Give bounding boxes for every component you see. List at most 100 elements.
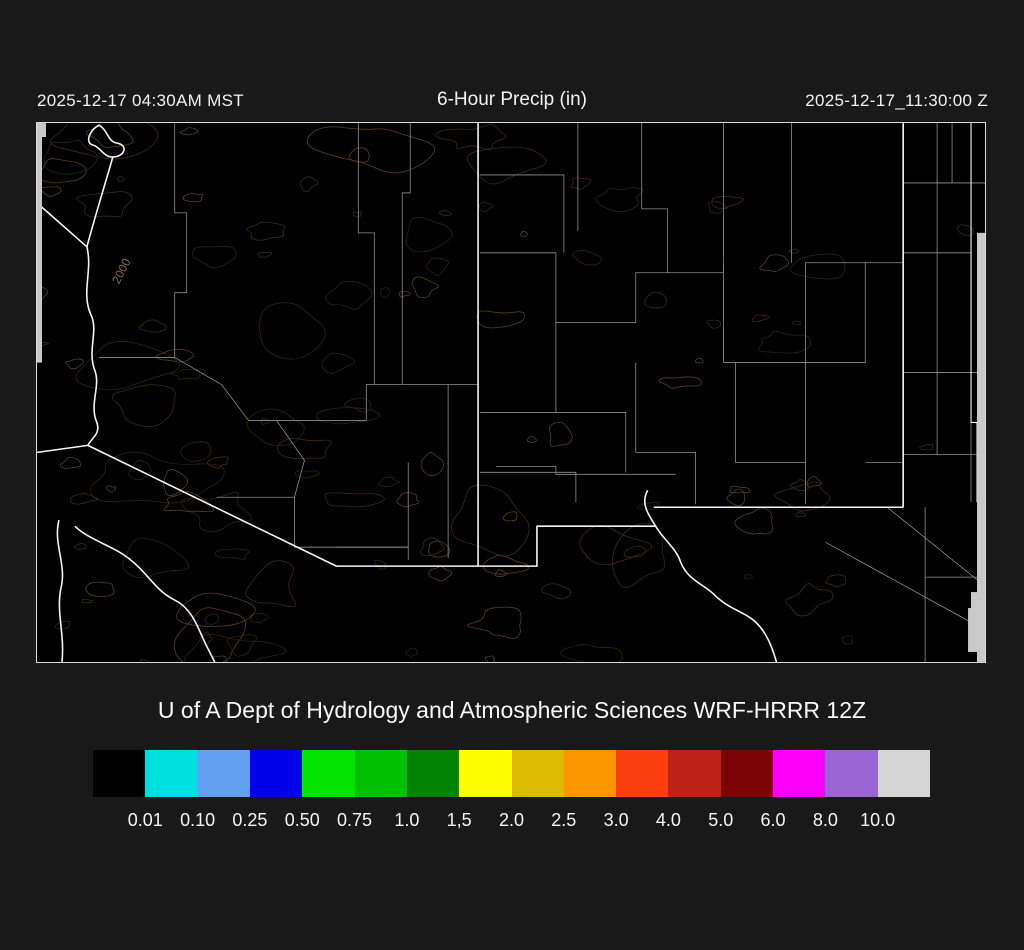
- terrain-contour: [182, 193, 204, 203]
- terrain-contour: [325, 281, 373, 310]
- terrain-contour: [570, 177, 592, 190]
- terrain-contour: [623, 545, 646, 558]
- colorbar-swatch: [197, 750, 250, 797]
- terrain-contour: [396, 492, 419, 508]
- terrain-contour: [246, 408, 305, 447]
- terrain-contour: [199, 631, 213, 646]
- terrain-contour: [484, 655, 495, 662]
- terrain-contour: [405, 647, 418, 657]
- terrain-contour: [494, 569, 507, 578]
- domain-edge-left-top: [37, 123, 46, 138]
- terrain-contour: [788, 248, 800, 254]
- terrain-contour: [213, 655, 227, 662]
- terrain-contour: [214, 548, 250, 560]
- terrain-contour: [478, 202, 494, 213]
- terrain-contour: [321, 352, 355, 374]
- terrain-contour: [191, 246, 237, 269]
- terrain-contour: [411, 276, 440, 299]
- nm-bootheel-border: [478, 525, 656, 567]
- colorbar-tick-label: 6.0: [760, 810, 786, 830]
- terrain-contour: [729, 485, 751, 494]
- lake-mead: [86, 124, 125, 248]
- colorado-river: [85, 246, 99, 446]
- colorbar-swatch: [877, 750, 930, 797]
- colorbar-tick-label: 0.50: [284, 810, 320, 830]
- colorbar-tick-label: 1.0: [394, 810, 420, 830]
- precip-map: 2000: [36, 122, 986, 663]
- terrain-contour: [105, 485, 117, 493]
- terrain-contour: [519, 230, 529, 237]
- terrain-contour: [373, 559, 387, 570]
- terrain-contour: [420, 452, 444, 477]
- terrain-contour: [249, 612, 269, 624]
- terrain-contour: [44, 140, 98, 175]
- terrain-contour: [259, 302, 326, 360]
- terrain-contour: [751, 314, 769, 323]
- colorbar-tick-label: 0.25: [232, 810, 268, 830]
- valid-local-timestamp: 2025-12-17 04:30AM MST: [37, 91, 244, 110]
- terrain-contour: [50, 123, 159, 160]
- terrain-contour: [572, 249, 602, 266]
- terrain-contour: [85, 581, 115, 598]
- colorbar-swatch: [773, 750, 826, 797]
- terrain-contour: [758, 330, 812, 354]
- terrain-contour: [595, 187, 644, 213]
- terrain-contour: [260, 418, 272, 425]
- terrain-contour: [428, 566, 453, 581]
- rio-grande-river: [643, 489, 778, 662]
- terrain-contour: [226, 634, 258, 657]
- colorbar-scale-labels: 0.01 0.10 0.25 0.50 0.75 1.0 1,5 2.0 2.5 3.0 4.0 5.…: [93, 810, 930, 832]
- terrain-contour: [37, 341, 50, 347]
- terrain-contour: [549, 421, 573, 447]
- terrain-contour: [560, 644, 623, 662]
- terrain-contour: [451, 484, 530, 557]
- terrain-contour: [774, 481, 830, 512]
- terrain-contour: [54, 620, 71, 630]
- terrain-contour: [170, 368, 207, 380]
- colorbar-tick-label: 4.0: [655, 810, 681, 830]
- colorbar-swatch: [511, 750, 564, 797]
- terrain-contour: [438, 209, 452, 216]
- terrain-contour: [734, 507, 774, 535]
- terrain-contour: [179, 127, 199, 136]
- terrain-contour: [482, 555, 530, 575]
- colorbar-tick-label: 3.0: [603, 810, 629, 830]
- terrain-contour: [711, 196, 744, 209]
- terrain-contour: [246, 221, 286, 241]
- colorbar-swatch: [668, 750, 721, 797]
- tx-west-county-line: [970, 123, 978, 503]
- terrain-contour: [790, 253, 846, 280]
- terrain-contour: [173, 607, 247, 662]
- colorbar-tick-label: 8.0: [812, 810, 838, 830]
- terrain-contour: [180, 441, 212, 462]
- terrain-contour: [644, 291, 668, 309]
- colorbar-swatch: [406, 750, 460, 797]
- domain-edge-left: [37, 123, 42, 363]
- terrain-contour: [579, 524, 653, 566]
- domain-edge-right: [977, 232, 985, 662]
- model-caption: U of A Dept of Hydrology and Atmospheric…: [157, 697, 867, 723]
- terrain-contour: [637, 501, 660, 511]
- colorbar-swatch: [249, 750, 303, 797]
- ca-mexico-border: [37, 444, 89, 454]
- colorbar-tick-label: 0.10: [180, 810, 216, 830]
- valid-utc-timestamp: 2025-12-17_11:30:00 Z: [805, 91, 988, 110]
- terrain-contour: [306, 126, 435, 174]
- terrain-contour: [377, 476, 401, 487]
- colorbar-swatch: [616, 750, 669, 797]
- terrain-contour: [398, 291, 411, 298]
- colorbar-swatch: [302, 750, 355, 797]
- colorbar-tick-label: 2.5: [551, 810, 577, 830]
- terrain-contour: [785, 583, 834, 617]
- terrain-contour: [708, 200, 729, 214]
- terrain-contour: [245, 560, 296, 608]
- terrain-contour: [658, 376, 702, 389]
- colorbar-swatch: [459, 750, 512, 797]
- terrain-contour: [90, 451, 225, 504]
- terrain-contour: [138, 319, 167, 333]
- terrain-contour: [759, 254, 789, 272]
- terrain-contour: [184, 633, 287, 662]
- terrain-contour: [419, 537, 445, 557]
- state-borders: [37, 123, 978, 662]
